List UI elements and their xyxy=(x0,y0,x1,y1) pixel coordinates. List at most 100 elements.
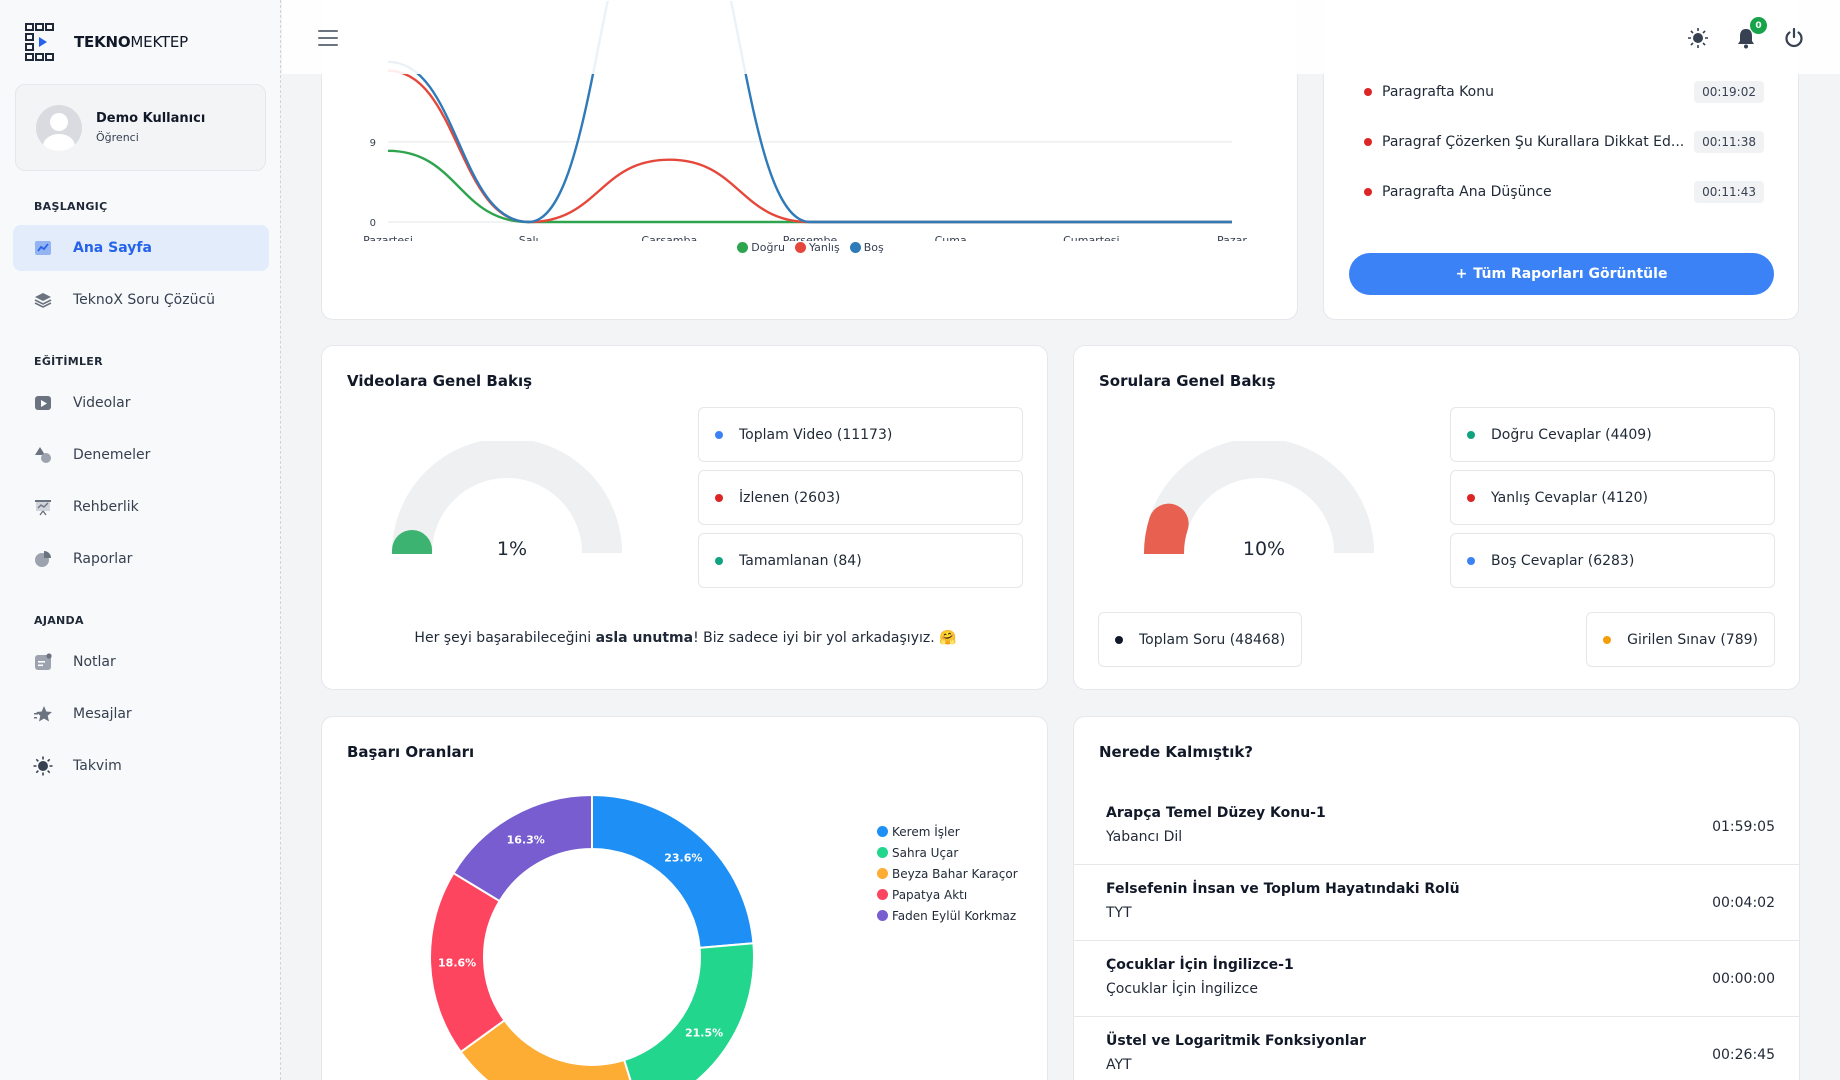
legend-item[interactable]: Faden Eylül Korkmaz xyxy=(877,905,1018,926)
slice-label: 23.6% xyxy=(664,852,702,865)
logo[interactable]: TEKNOMEKTEP xyxy=(24,20,188,64)
stat-wrong-answers: Yanlış Cevaplar (4120) xyxy=(1450,470,1775,525)
report-title: Paragrafta Ana Düşünce xyxy=(1382,184,1552,200)
list-item[interactable]: Felsefenin İnsan ve Toplum Hayatındaki R… xyxy=(1074,865,1799,941)
status-dot xyxy=(1364,88,1372,96)
report-item[interactable]: Paragrafta Ana Düşünce 00:11:43 xyxy=(1364,181,1764,203)
stat-empty-answers: Boş Cevaplar (6283) xyxy=(1450,533,1775,588)
legend-item[interactable]: Kerem İşler xyxy=(877,821,1018,842)
theme-toggle-icon[interactable] xyxy=(1685,25,1711,51)
lesson-title: Arapça Temel Düzey Konu-1 xyxy=(1106,805,1326,821)
lesson-category: Yabancı Dil xyxy=(1106,829,1183,845)
lesson-title: Felsefenin İnsan ve Toplum Hayatındaki R… xyxy=(1106,881,1460,897)
avatar xyxy=(36,104,82,151)
legend-item[interactable]: Boş xyxy=(849,241,884,254)
sidebar-item-label: Takvim xyxy=(73,758,122,774)
lesson-time: 00:04:02 xyxy=(1712,895,1775,911)
shapes-icon xyxy=(33,445,53,465)
sidebar-item-videolar[interactable]: Videolar xyxy=(13,380,269,426)
series-line-Doğru xyxy=(387,149,1232,224)
sidebar-item-denemeler[interactable]: Denemeler xyxy=(13,432,269,478)
section-label-egitimler: EĞİTİMLER xyxy=(34,355,103,368)
legend-item[interactable]: Doğru xyxy=(737,241,785,254)
star-icon xyxy=(33,704,53,724)
success-rates-card: Başarı Oranları 23.6% 21.5% 18.6% 16.3% Ker… xyxy=(321,716,1048,1080)
note-icon xyxy=(33,652,53,672)
sidebar-item-raporlar[interactable]: Raporlar xyxy=(13,536,269,582)
user-name: Demo Kullanıcı xyxy=(96,111,206,126)
sidebar-item-rehberlik[interactable]: Rehberlik xyxy=(13,484,269,530)
donut-slice[interactable] xyxy=(452,793,593,903)
questions-gauge xyxy=(1144,441,1384,581)
donut-slice[interactable] xyxy=(591,793,755,949)
lesson-title: Çocuklar İçin İngilizce-1 xyxy=(1106,957,1294,973)
sidebar: TEKNOMEKTEP Demo Kullanıcı Öğrenci BAŞLA… xyxy=(0,0,281,1080)
pie-icon xyxy=(33,549,53,569)
view-all-reports-button[interactable]: + Tüm Raporları Görüntüle xyxy=(1349,253,1774,295)
section-label-ajanda: AJANDA xyxy=(34,614,84,627)
videos-gauge xyxy=(392,441,632,581)
success-donut-chart: 23.6% 21.5% 18.6% 16.3% xyxy=(429,793,755,1080)
questions-overview-card: Sorulara Genel Bakış 10% Doğru Cevaplar … xyxy=(1073,345,1800,690)
legend-item[interactable]: Sahra Uçar xyxy=(877,842,1018,863)
menu-toggle-icon[interactable] xyxy=(318,30,338,46)
motto-text: Her şeyi başarabileceğini asla unutma! B… xyxy=(414,630,957,646)
report-time: 00:11:43 xyxy=(1694,181,1764,203)
legend-item[interactable]: Yanlış xyxy=(794,241,840,254)
logo-text: TEKNOMEKTEP xyxy=(74,33,188,51)
card-title: Videolara Genel Bakış xyxy=(347,372,533,390)
notification-badge: 0 xyxy=(1750,17,1767,34)
button-label: Tüm Raporları Görüntüle xyxy=(1473,266,1668,282)
list-item[interactable]: Arapça Temel Düzey Konu-1 Yabancı Dil 01… xyxy=(1074,789,1799,865)
layers-icon xyxy=(33,290,53,310)
topbar: 0 xyxy=(282,0,1840,74)
legend-item[interactable]: Papatya Aktı xyxy=(877,884,1018,905)
x-tick-label: Cumartesi xyxy=(1063,234,1120,241)
lesson-category: AYT xyxy=(1106,1057,1132,1073)
slice-label: 21.5% xyxy=(685,1026,723,1039)
x-tick-label: Perşembe xyxy=(783,234,838,241)
plus-icon: + xyxy=(1455,266,1468,282)
chart-icon xyxy=(33,238,53,258)
stat-dot xyxy=(1115,635,1123,644)
sidebar-item-label: Videolar xyxy=(73,395,131,411)
list-item[interactable]: Çocuklar İçin İngilizce-1 Çocuklar İçin … xyxy=(1074,941,1799,1017)
status-dot xyxy=(1364,188,1372,196)
section-label-baslangic: BAŞLANGIÇ xyxy=(34,200,108,213)
donut-slice[interactable] xyxy=(622,942,755,1080)
stat-dot xyxy=(715,493,723,502)
legend-item[interactable]: Beyza Bahar Karaçor xyxy=(877,863,1018,884)
gauge-percent: 1% xyxy=(496,538,528,560)
x-tick-label: Çarşamba xyxy=(641,234,697,241)
user-card[interactable]: Demo Kullanıcı Öğrenci xyxy=(15,84,266,171)
status-dot xyxy=(1364,138,1372,146)
slice-label: 16.3% xyxy=(507,833,545,846)
report-time: 00:19:02 xyxy=(1694,81,1764,103)
sidebar-item-notlar[interactable]: Notlar xyxy=(13,639,269,685)
lesson-title: Üstel ve Logaritmik Fonksiyonlar xyxy=(1106,1033,1366,1049)
card-title: Sorulara Genel Bakış xyxy=(1099,372,1276,390)
stat-dot xyxy=(715,556,723,565)
sidebar-item-teknox[interactable]: TeknoX Soru Çözücü xyxy=(13,277,269,323)
report-item[interactable]: Paragraf Çözerken Şu Kurallara Dikkat Ed… xyxy=(1364,131,1764,153)
x-tick-label: Pazartesi xyxy=(363,234,413,241)
stat-dot xyxy=(1467,430,1475,439)
sun-icon xyxy=(33,756,53,776)
sidebar-item-mesajlar[interactable]: Mesajlar xyxy=(13,691,269,737)
stat-total-videos: Toplam Video (11173) xyxy=(698,407,1023,462)
sidebar-item-label: Notlar xyxy=(73,654,116,670)
user-role: Öğrenci xyxy=(96,131,139,144)
chart-legend: Doğru Yanlış Boş xyxy=(322,241,1299,254)
stat-correct-answers: Doğru Cevaplar (4409) xyxy=(1450,407,1775,462)
y-tick-label: 9 xyxy=(370,138,376,149)
list-item[interactable]: Üstel ve Logaritmik Fonksiyonlar AYT 00:… xyxy=(1074,1017,1799,1080)
power-icon[interactable] xyxy=(1781,25,1807,51)
sidebar-item-label: Mesajlar xyxy=(73,706,132,722)
stat-dot xyxy=(715,430,723,439)
report-item[interactable]: Paragrafta Konu 00:19:02 xyxy=(1364,81,1764,103)
sidebar-item-takvim[interactable]: Takvim xyxy=(13,743,269,789)
logo-icon xyxy=(25,23,54,61)
bell-icon[interactable]: 0 xyxy=(1733,17,1767,51)
sidebar-item-ana-sayfa[interactable]: Ana Sayfa xyxy=(13,225,269,271)
resume-card: Nerede Kalmıştık? Arapça Temel Düzey Kon… xyxy=(1073,716,1800,1080)
